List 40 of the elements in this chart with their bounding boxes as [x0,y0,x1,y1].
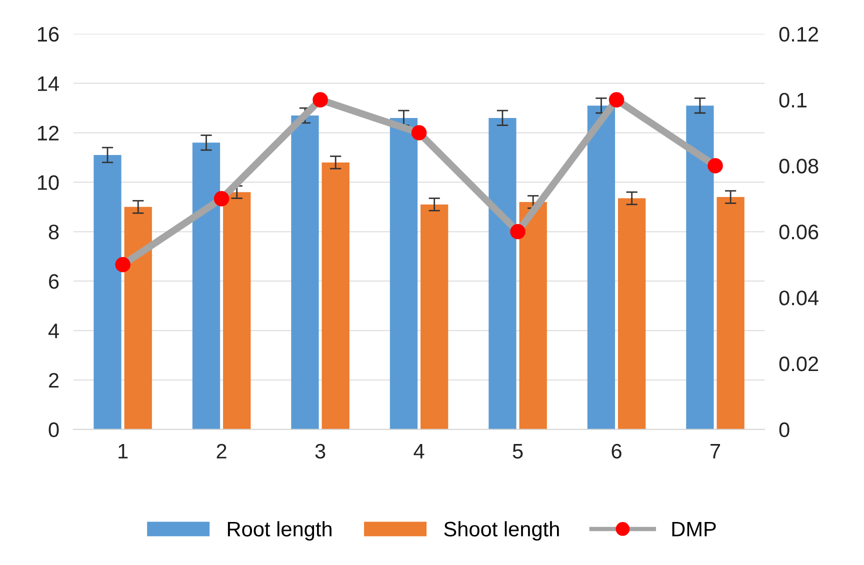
bar [322,162,350,430]
legend-label: DMP [672,522,716,536]
bar [587,106,616,430]
bar [124,206,152,430]
y2-tick-label: 0.04 [779,290,818,306]
x-tick-label: 6 [612,444,622,459]
x-tick-label: 7 [710,444,720,458]
bar [618,198,646,430]
bar [420,204,448,430]
y-tick-label: 8 [48,224,59,240]
bar [94,155,122,430]
y-tick-label: 4 [48,324,59,338]
bar [192,142,220,430]
y-tick-label: 12 [38,126,59,140]
y-tick-label: 6 [49,274,59,289]
bar [519,202,547,430]
y2-tick-label: 0.06 [779,224,818,240]
y2-tick-label: 0.12 [779,26,818,42]
bar [223,192,251,430]
y2-tick-label: 0 [779,422,790,438]
x-tick-label: 4 [414,444,424,458]
y-tick-label: 0 [48,422,59,438]
y-tick-label: 16 [38,26,59,42]
x-tick-label: 2 [216,444,226,458]
bar [390,118,418,430]
x-tick-label: 1 [118,444,128,458]
bar [488,118,516,430]
y2-tick-label: 0.08 [779,158,818,174]
y2-tick-label: 0.1 [779,92,806,108]
y-tick-label: 14 [38,76,59,91]
y2-tick-label: 0.02 [779,356,818,372]
legend-label: Shoot length [444,521,559,541]
y-tick-label: 10 [38,175,59,190]
y-tick-label: 2 [49,372,59,388]
bar [716,197,744,430]
x-tick-label: 3 [315,444,326,459]
bar [686,106,714,430]
legend-label: Root length [228,521,332,541]
x-tick-label: 5 [512,444,523,459]
bar [291,115,319,430]
